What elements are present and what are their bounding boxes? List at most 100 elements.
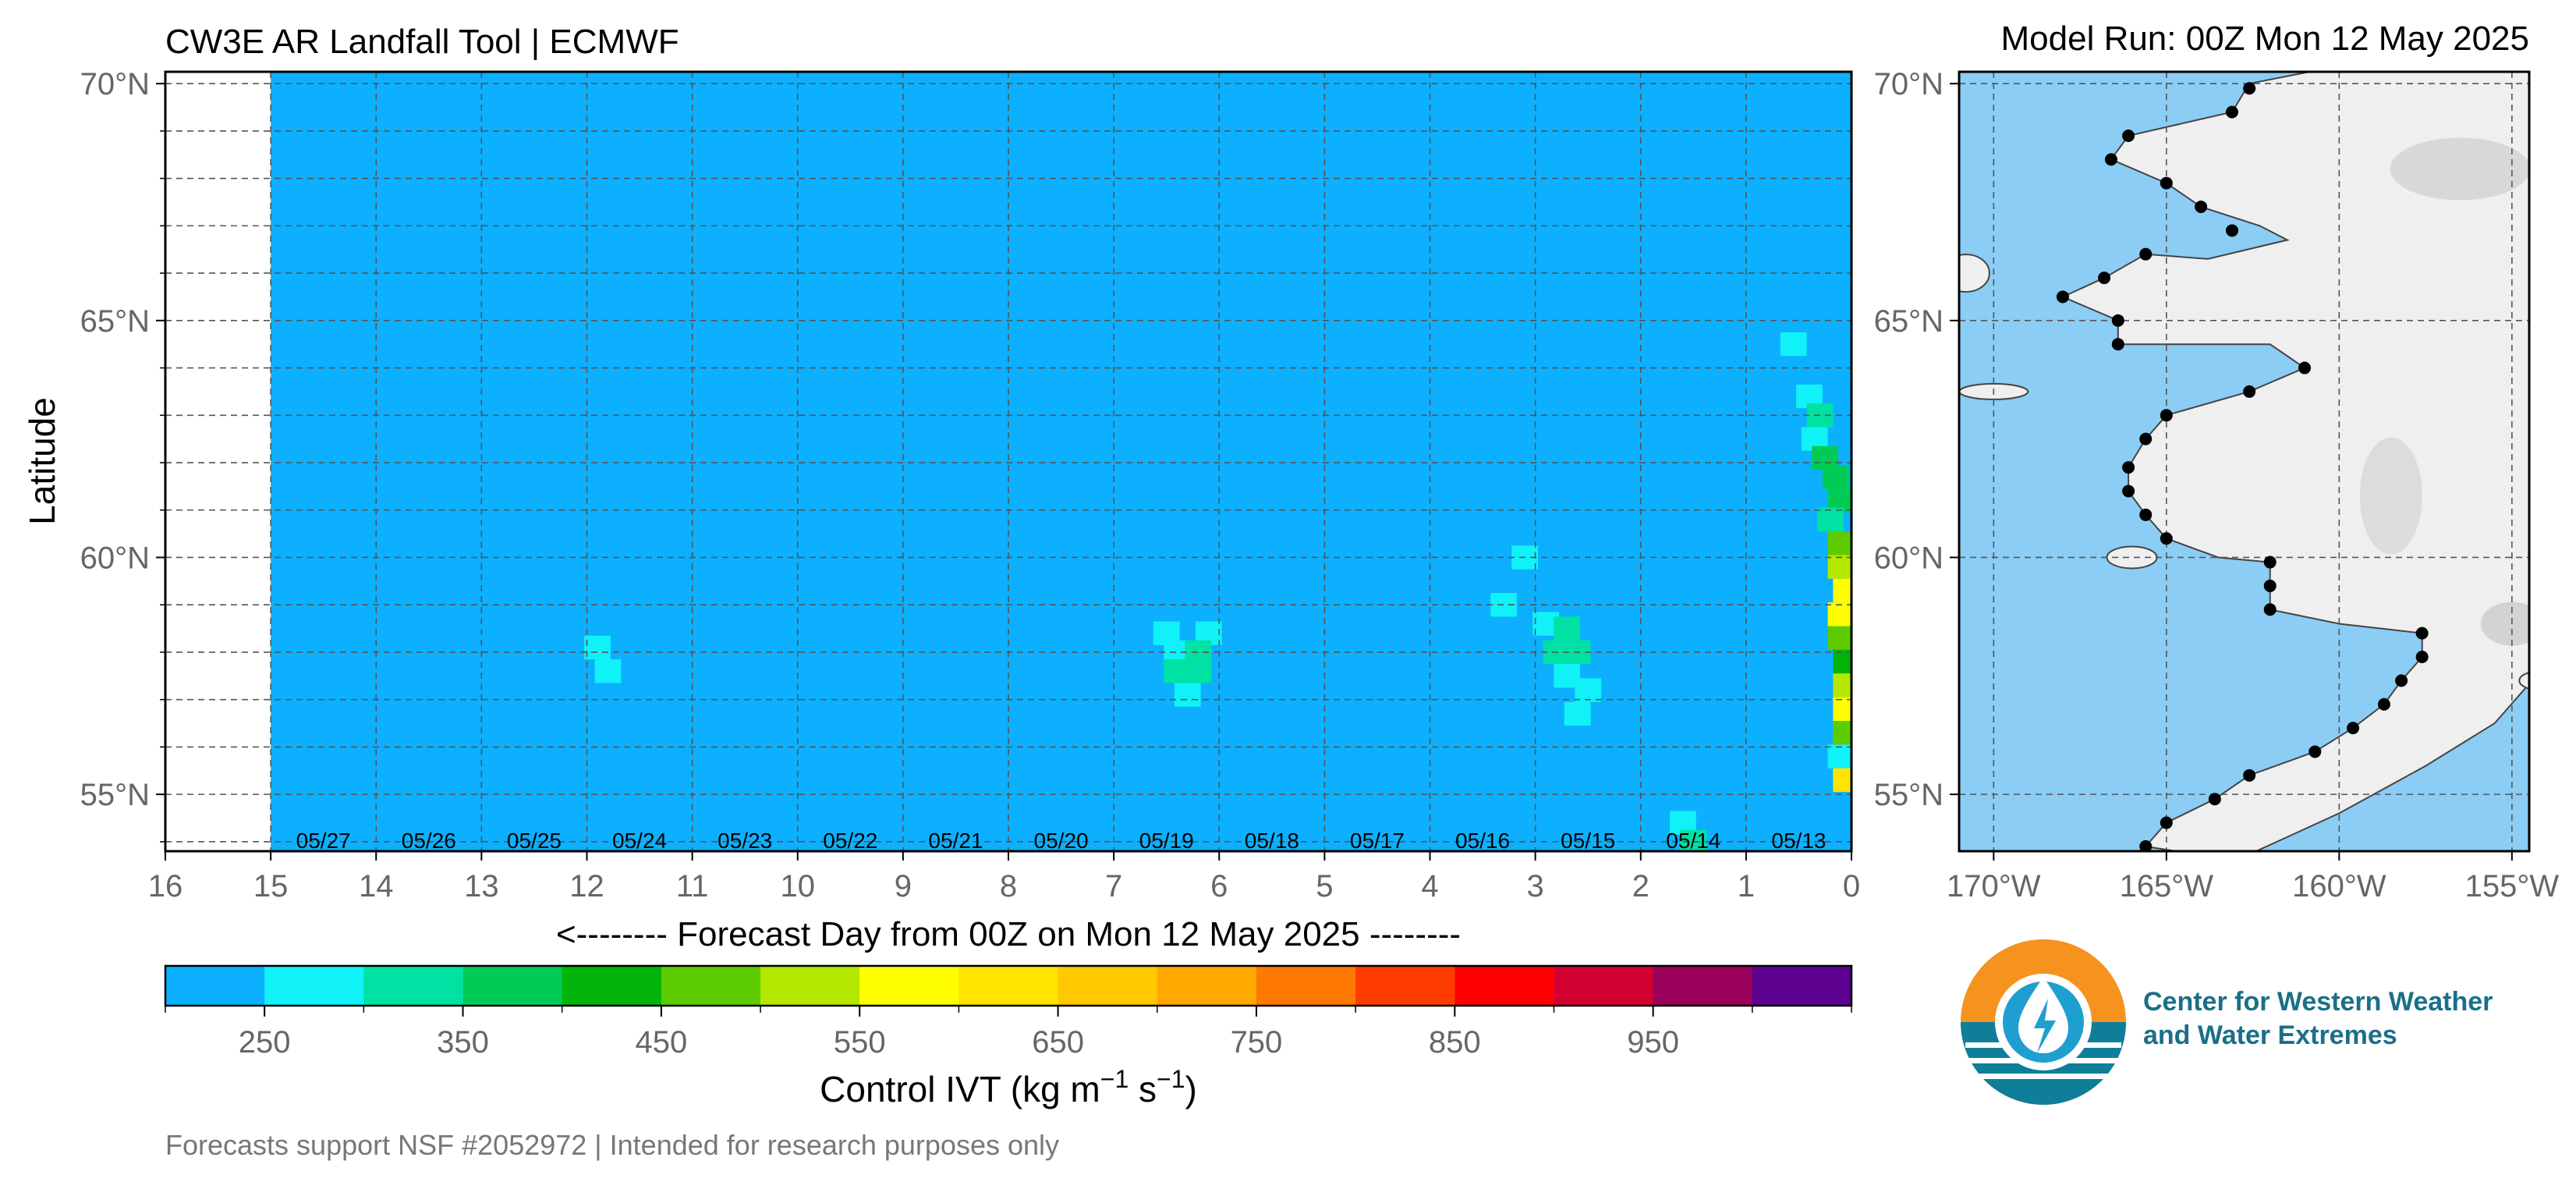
heatmap-background	[165, 72, 1851, 851]
ivt-cell	[1817, 507, 1844, 532]
no-data-region	[165, 72, 271, 851]
colorbar-segment	[958, 966, 1059, 1006]
cbar-label-end: )	[1185, 1069, 1197, 1109]
landfall-point	[2225, 224, 2238, 237]
date-label: 05/19	[1139, 829, 1194, 853]
x-tick-label: 16	[148, 869, 183, 903]
colorbar-tick-label: 950	[1627, 1025, 1679, 1060]
ivt-cell	[1174, 683, 1201, 707]
cbar-label-mid: s	[1129, 1069, 1157, 1109]
landfall-point	[2139, 508, 2153, 521]
chukotka-tip	[1959, 254, 1990, 293]
date-label: 05/22	[823, 829, 877, 853]
ivt-cell	[1827, 555, 1851, 579]
colorbar-tick-label: 350	[437, 1025, 489, 1060]
map-y-tick-label: 65°N	[1874, 304, 1944, 339]
date-label: 05/15	[1561, 829, 1615, 853]
colorbar: 250 350 450 550 650 750 850 950	[164, 964, 1853, 1060]
lightning-icon	[2034, 999, 2056, 1053]
x-tick-label: 10	[781, 869, 816, 903]
date-label: 05/18	[1245, 829, 1299, 853]
ivt-cell	[1780, 332, 1807, 357]
landfall-point	[2208, 793, 2221, 806]
date-label: 05/25	[507, 829, 562, 853]
landfall-point	[2243, 768, 2256, 782]
cbar-label-exp2: −1	[1157, 1065, 1185, 1093]
x-tick-label: 9	[895, 869, 912, 903]
map-y-tick-label: 70°N	[1874, 67, 1944, 101]
colorbar-segment	[562, 966, 662, 1006]
x-tick-label: 15	[253, 869, 289, 903]
date-label: 05/23	[718, 829, 772, 853]
logo-text-line2: and Water Extremes	[2143, 1020, 2397, 1050]
ivt-cell	[1833, 673, 1851, 697]
ivt-cell	[1827, 602, 1851, 626]
logo-wave-3	[1976, 1074, 2110, 1079]
ivt-cell	[1833, 649, 1851, 674]
landfall-point	[2056, 290, 2069, 303]
colorbar-segment	[859, 966, 959, 1006]
colorbar-segment	[1157, 966, 1257, 1006]
x-tick-label: 4	[1421, 869, 1438, 903]
y-tick-label: 70°N	[80, 67, 150, 101]
date-label: 05/24	[612, 829, 667, 853]
landfall-point	[2308, 745, 2322, 758]
x-tick-label: 2	[1632, 869, 1649, 903]
landfall-point	[2160, 816, 2173, 829]
landfall-point	[2139, 432, 2153, 445]
colorbar-segment	[1752, 966, 1852, 1006]
colorbar-tick-label: 750	[1231, 1025, 1283, 1060]
map-y-tick-label: 60°N	[1874, 541, 1944, 575]
colorbar-tick-label: 650	[1032, 1025, 1084, 1060]
colorbar-segment	[760, 966, 860, 1006]
colorbar-frame	[164, 964, 1853, 1007]
landfall-point	[2160, 176, 2173, 190]
map-gridlines	[1959, 72, 2529, 851]
date-label: 05/14	[1666, 829, 1720, 853]
colorbar-label: Control IVT (kg m−1 s−1)	[820, 1065, 1197, 1109]
colorbar-segment	[1455, 966, 1554, 1006]
colorbar-tick-label: 250	[239, 1025, 291, 1060]
landfall-point	[2195, 201, 2208, 214]
kodiak-island	[2518, 672, 2529, 690]
brooks-range-relief	[2390, 137, 2529, 201]
x-tick-label: 5	[1316, 869, 1333, 903]
x-tick-label: 13	[464, 869, 499, 903]
ivt-cell	[1827, 531, 1851, 556]
map-x-tick-label: 155°W	[2465, 869, 2560, 903]
x-tick-label: 7	[1105, 869, 1122, 903]
x-tick-label: 6	[1210, 869, 1228, 903]
ivt-cells	[584, 332, 1851, 851]
landfall-point	[2104, 153, 2117, 166]
landfall-point	[2377, 697, 2390, 711]
date-label: 05/20	[1034, 829, 1089, 853]
colorbar-segment	[1058, 966, 1158, 1006]
ivt-cell	[1833, 768, 1851, 793]
landfall-point	[2139, 839, 2153, 851]
landfall-point	[2415, 626, 2429, 640]
colorbar-segment	[1554, 966, 1654, 1006]
landfall-point	[2395, 674, 2408, 687]
landfall-point	[2160, 532, 2173, 545]
x-tick-label: 11	[676, 869, 709, 903]
map-x-tick-label: 165°W	[2120, 869, 2214, 903]
ivt-cell	[594, 659, 622, 683]
landfall-point	[2347, 722, 2360, 735]
map-axes: 170°W 165°W 160°W 155°W 55°N 60°N 65°N 70°N	[1874, 67, 2560, 903]
cw3e-logo: Center for Western Weather and Water Ext…	[1961, 939, 2493, 1105]
landfall-point	[2098, 272, 2111, 285]
heatmap-axes: 16 15 14 13 12 11 10 9 8 7 6 5 4 3 2 1 055°N60°N65°N70°N	[80, 67, 1861, 903]
landfall-point	[2111, 338, 2124, 351]
heatmap-gridlines	[165, 72, 1851, 851]
date-label: 05/13	[1771, 829, 1826, 853]
y-tick-label: 55°N	[80, 778, 150, 812]
x-tick-label: 0	[1843, 869, 1860, 903]
ivt-cell	[1833, 697, 1851, 721]
date-label: 05/16	[1455, 829, 1510, 853]
landfall-points	[2056, 82, 2429, 851]
landfall-point	[2298, 361, 2312, 374]
landfall-point	[2160, 409, 2173, 422]
date-labels: 05/27 05/26 05/25 05/24 05/23 05/22 05/21 05/20…	[296, 829, 1827, 853]
y-axis-label: Latitude	[22, 397, 62, 525]
